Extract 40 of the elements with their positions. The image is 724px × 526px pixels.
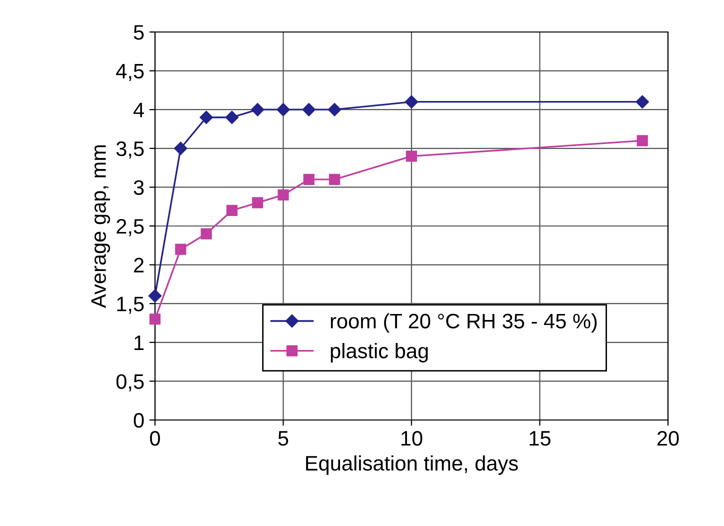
point xyxy=(226,204,238,216)
y-tick-label: 1,5 xyxy=(117,296,144,314)
y-tick-label: 0 xyxy=(134,413,144,428)
point xyxy=(302,103,316,116)
y-tick-label: 3 xyxy=(134,180,144,195)
point xyxy=(303,174,314,185)
point xyxy=(278,189,289,201)
point xyxy=(252,197,264,208)
x-tick-label: 0 xyxy=(150,430,160,446)
point xyxy=(328,103,342,116)
point xyxy=(175,244,186,255)
y-tick-label: 4 xyxy=(133,102,144,118)
point xyxy=(328,174,340,185)
y-tick-label: 2 xyxy=(134,258,144,272)
x-axis-title: Equalisation time, days xyxy=(306,455,518,475)
point xyxy=(200,228,212,240)
point xyxy=(636,95,649,108)
x-tick-label: 20 xyxy=(657,430,679,446)
point xyxy=(636,135,648,146)
y-tick-label: 2,5 xyxy=(116,219,144,236)
x-tick-label: 5 xyxy=(278,431,288,446)
point xyxy=(200,110,213,124)
point xyxy=(276,103,290,116)
point xyxy=(149,314,161,325)
point xyxy=(225,110,239,124)
legend-label: plastic bag xyxy=(330,343,428,362)
point xyxy=(404,95,418,108)
point xyxy=(174,142,188,155)
point xyxy=(251,103,264,116)
x-tick-label: 10 xyxy=(402,430,422,446)
y-tick-label: 4,5 xyxy=(116,64,144,82)
point xyxy=(148,289,162,302)
y-tick-label: 1 xyxy=(134,336,144,350)
y-axis-title: Average gap, mm xyxy=(91,145,110,308)
legend-label: room (T 20 °C RH 35 - 45 %) xyxy=(330,313,597,333)
y-tick-label: 5 xyxy=(134,25,144,40)
point xyxy=(406,150,418,162)
y-tick-label: 0,5 xyxy=(116,374,144,392)
y-tick-label: 3,5 xyxy=(116,141,144,159)
x-tick-label: 15 xyxy=(530,431,550,446)
